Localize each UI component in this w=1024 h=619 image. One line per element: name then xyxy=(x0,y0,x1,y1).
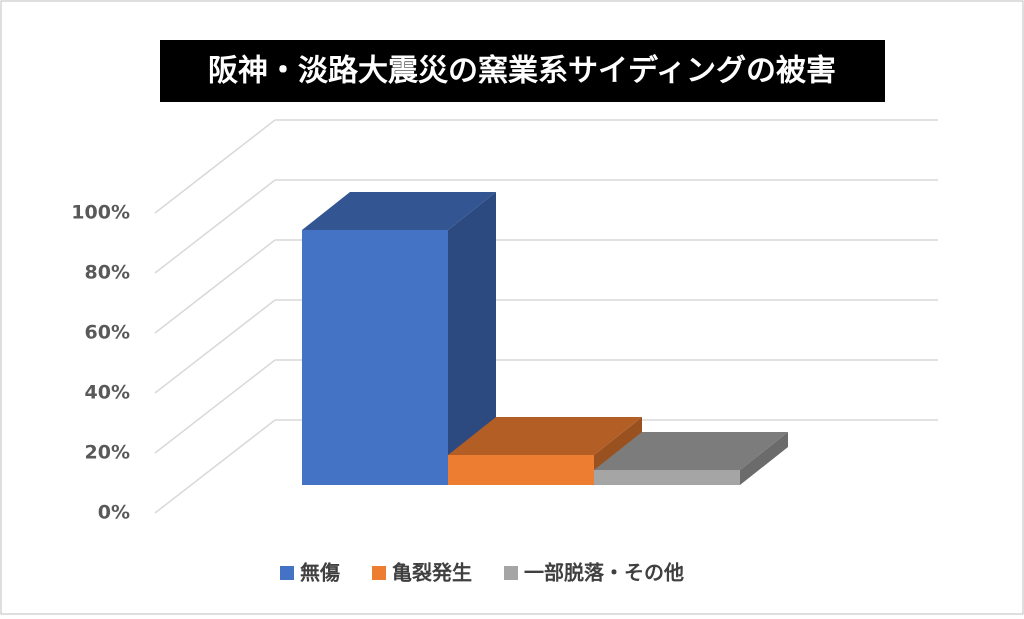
chart-title: 阪神・淡路大震災の窯業系サイディングの被害 xyxy=(208,54,836,89)
bar xyxy=(594,470,740,485)
bar xyxy=(302,230,448,485)
grid-line xyxy=(154,299,276,394)
bar-top xyxy=(594,432,788,470)
grid-line xyxy=(154,239,276,334)
y-tick-label: 40% xyxy=(85,382,130,404)
grid-line xyxy=(154,119,276,214)
grid-line xyxy=(154,419,276,514)
legend-label: 亀裂発生 xyxy=(392,561,472,585)
legend-label: 一部脱落・その他 xyxy=(524,561,684,585)
y-tick-label: 0% xyxy=(98,502,130,524)
legend-label: 無傷 xyxy=(300,561,340,585)
y-tick-label: 100% xyxy=(71,202,130,224)
legend-swatch xyxy=(504,566,518,580)
y-tick-label: 60% xyxy=(85,322,130,344)
y-tick-label: 80% xyxy=(85,262,130,284)
grid-line xyxy=(154,359,276,454)
title-box xyxy=(160,40,885,102)
bar-top xyxy=(448,417,642,455)
legend-swatch xyxy=(372,566,386,580)
bar xyxy=(448,455,594,485)
y-tick-label: 20% xyxy=(85,442,130,464)
bar-side xyxy=(448,192,496,485)
bar-side xyxy=(740,432,788,485)
bar-top xyxy=(302,192,496,230)
grid-line xyxy=(154,179,276,274)
legend-swatch xyxy=(280,566,294,580)
